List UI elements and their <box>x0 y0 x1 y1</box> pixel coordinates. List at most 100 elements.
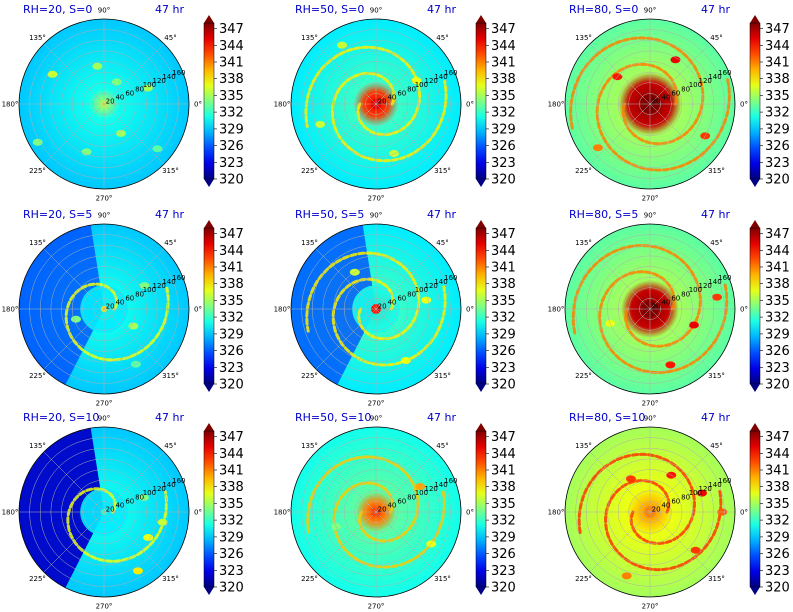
convective-cell <box>47 70 58 78</box>
colorbar-tick-label: 332 <box>491 311 516 326</box>
angle-label: 270° <box>96 195 113 203</box>
colorbar-tick-label: 332 <box>765 514 790 529</box>
radial-tick-label: 160 <box>444 274 457 282</box>
radial-tick-label: 100 <box>415 81 428 89</box>
angle-label: 0° <box>466 509 474 517</box>
colorbar-bar <box>475 227 487 385</box>
convective-cell <box>116 129 126 137</box>
colorbar-tick-label: 344 <box>491 39 516 54</box>
angle-label: 225° <box>29 167 46 175</box>
panel-title: RH=80, S=5 <box>569 208 638 221</box>
colorbar-tick-label: 344 <box>219 244 244 259</box>
radial-tick-label: 120 <box>425 485 438 493</box>
angle-label: 270° <box>642 400 659 408</box>
colorbar-extend-min <box>204 179 214 187</box>
colorbar-tick-label: 329 <box>219 122 244 137</box>
angle-label: 315° <box>162 167 179 175</box>
angular-gridline <box>315 451 377 513</box>
panel-title: RH=50, S=5 <box>295 208 364 221</box>
radial-tick-label: 140 <box>162 278 175 286</box>
colorbar-tick-label: 341 <box>491 464 516 479</box>
colorbar-tick-label: 341 <box>219 464 244 479</box>
radial-tick-label: 40 <box>661 501 670 509</box>
angle-label: 45° <box>436 442 448 450</box>
colorbar-tick-label: 323 <box>219 564 244 579</box>
angle-label: 0° <box>740 509 748 517</box>
angle-label: 90° <box>370 212 382 220</box>
angular-gridline <box>589 103 651 165</box>
colorbar-bar <box>749 22 761 180</box>
colorbar-tick-label: 344 <box>765 39 790 54</box>
colorbar-tick-label: 329 <box>765 327 790 342</box>
colorbar-extend-min <box>476 179 486 187</box>
radial-tick-label: 160 <box>172 477 185 485</box>
colorbar-tick-label: 320 <box>219 173 244 188</box>
colorbar-tick-label: 329 <box>765 530 790 545</box>
radial-tick-label: 120 <box>699 77 712 85</box>
angular-gridline <box>375 248 437 310</box>
radial-tick-label: 80 <box>681 493 690 501</box>
angle-label: 180° <box>274 509 291 517</box>
radial-tick-label: 20 <box>106 98 115 106</box>
colorbar-tick-label: 320 <box>765 581 790 596</box>
angular-gridline <box>589 248 651 310</box>
radial-tick-label: 40 <box>115 501 124 509</box>
angle-label: 0° <box>194 101 202 109</box>
radial-tick-label: 60 <box>397 497 406 505</box>
convective-cell <box>389 150 399 157</box>
angle-label: 315° <box>162 575 179 583</box>
colorbar-tick-label: 320 <box>765 173 790 188</box>
colorbar-extend-max <box>476 220 486 228</box>
angle-label: 180° <box>274 101 291 109</box>
angular-gridline <box>649 451 711 513</box>
angular-gridline <box>589 43 651 105</box>
angular-gridline <box>103 451 165 513</box>
radial-tick-label: 20 <box>652 506 661 514</box>
angular-gridline <box>589 308 651 370</box>
panel-time-label: 47 hr <box>427 208 456 221</box>
panel-title: RH=20, S=5 <box>23 208 92 221</box>
convective-cell <box>400 357 411 364</box>
polar-frame <box>290 223 462 395</box>
radial-tick-label: 100 <box>415 286 428 294</box>
angular-gridline <box>315 43 377 105</box>
colorbar-tick-label: 347 <box>219 22 244 37</box>
convective-cell <box>421 296 432 304</box>
panel-title: RH=20, S=0 <box>23 3 92 16</box>
angle-label: 180° <box>2 509 19 517</box>
radial-tick-label: 120 <box>425 282 438 290</box>
colorbar-tick-label: 335 <box>219 89 244 104</box>
convective-cell <box>32 138 43 146</box>
colorbar-tick-label: 320 <box>491 378 516 393</box>
radial-tick-label: 60 <box>671 294 680 302</box>
radial-tick-label: 80 <box>407 85 416 93</box>
convective-cell <box>415 483 426 490</box>
angle-label: 0° <box>466 306 474 314</box>
panel-title: RH=50, S=0 <box>295 3 364 16</box>
angle-label: 0° <box>194 306 202 314</box>
angle-label: 225° <box>301 167 318 175</box>
angle-label: 135° <box>29 442 46 450</box>
panel-title: RH=80, S=0 <box>569 3 638 16</box>
radial-tick-label: 60 <box>125 497 134 505</box>
colorbar-tick-label: 329 <box>491 122 516 137</box>
colorbar-bar <box>203 22 215 180</box>
angle-label: 180° <box>548 101 565 109</box>
angle-label: 270° <box>642 603 659 611</box>
angle-label: 45° <box>710 239 722 247</box>
angle-label: 0° <box>740 306 748 314</box>
colorbar-tick-label: 347 <box>765 430 790 445</box>
radial-tick-label: 120 <box>153 77 166 85</box>
radial-tick-label: 60 <box>125 89 134 97</box>
convective-cell <box>143 534 154 541</box>
polar-frame <box>564 18 736 190</box>
radial-tick-label: 140 <box>708 73 721 81</box>
convective-cell <box>133 567 143 575</box>
colorbar-extend-min <box>204 384 214 392</box>
convective-cell <box>411 77 422 85</box>
angle-label: 180° <box>274 306 291 314</box>
